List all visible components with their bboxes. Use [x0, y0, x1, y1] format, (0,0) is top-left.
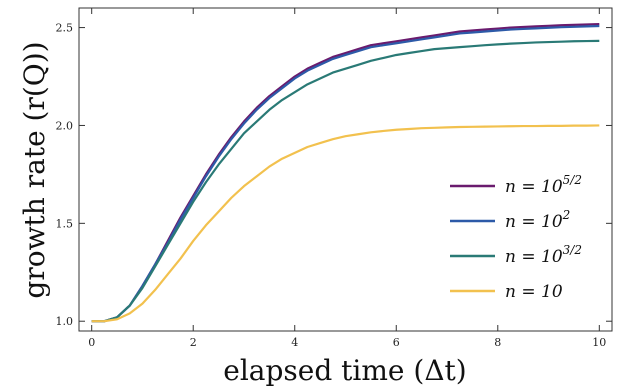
y-tick-label: 1.0 — [56, 315, 74, 328]
x-tick-label: 0 — [88, 336, 95, 349]
legend-entry: n = 102 — [505, 208, 570, 232]
series-line-2 — [91, 39, 600, 323]
x-tick-label: 8 — [494, 336, 501, 349]
x-tick-label: 4 — [291, 336, 298, 349]
series-lines — [91, 22, 600, 323]
x-tick-label: 10 — [592, 336, 606, 349]
y-axis-label: growth rate (r(Q)) — [18, 41, 51, 298]
legend-entry: n = 10 — [505, 282, 563, 302]
series-line-1 — [91, 24, 600, 323]
axis-ticks: 0 2 4 6 8 10 1.0 1.5 2.0 2.5 — [56, 8, 612, 349]
legend-entry: n = 103/2 — [505, 243, 582, 267]
x-tick-label: 2 — [190, 336, 197, 349]
y-tick-label: 2.0 — [56, 119, 74, 132]
legend-entry: n = 105/2 — [505, 173, 582, 197]
plot-frame — [78, 7, 613, 332]
y-tick-label: 2.5 — [56, 22, 74, 35]
x-tick-label: 6 — [393, 336, 400, 349]
y-tick-label: 1.5 — [56, 217, 74, 230]
series-line-3 — [91, 124, 600, 323]
legend: n = 105/2 n = 102 n = 103/2 n = 10 — [450, 173, 582, 302]
x-axis-label: elapsed time (Δt) — [223, 354, 466, 387]
